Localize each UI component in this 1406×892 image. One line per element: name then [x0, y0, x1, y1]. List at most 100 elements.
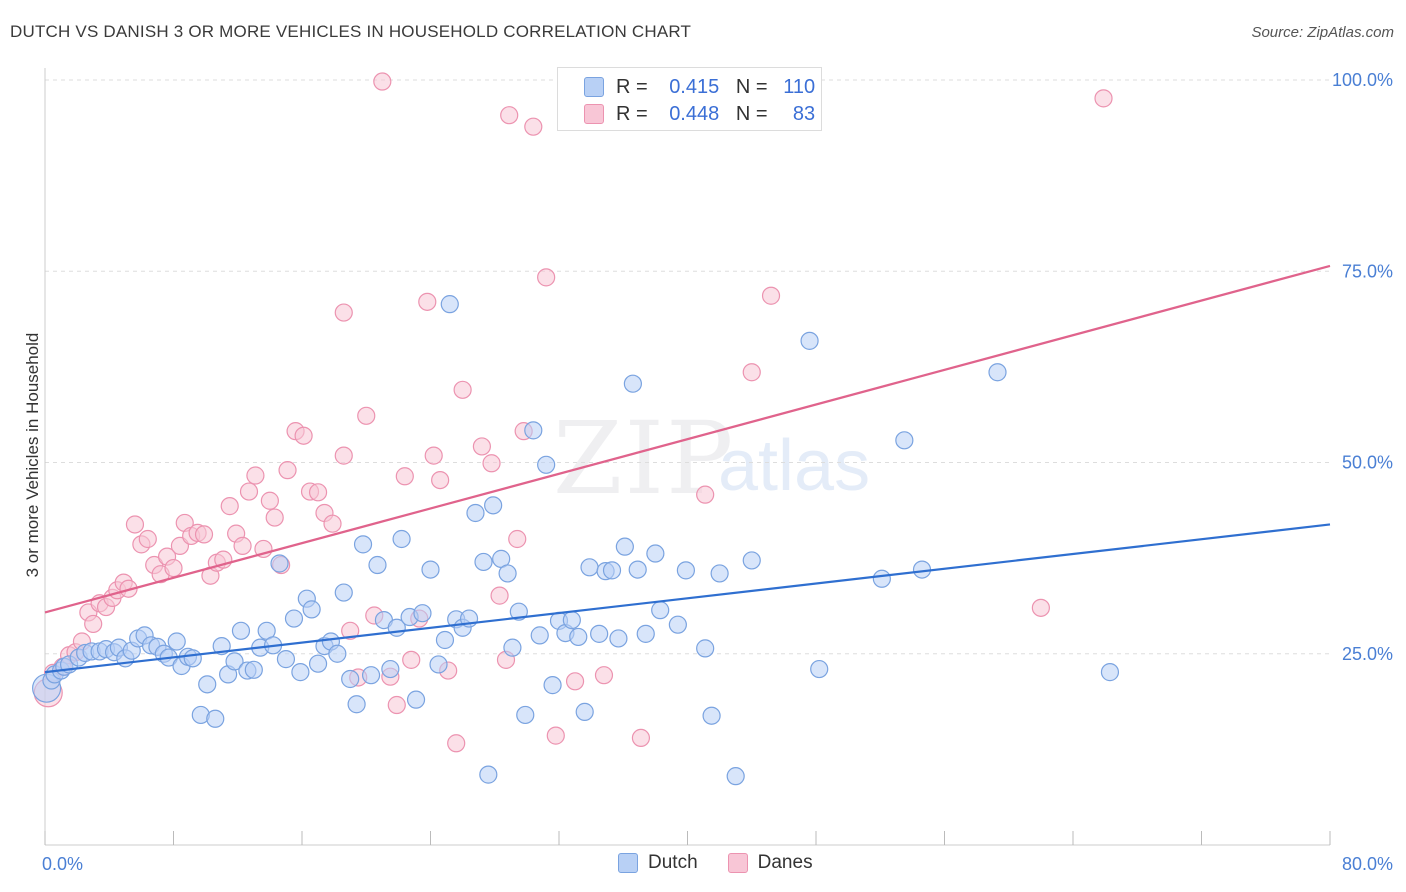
danes-point	[84, 614, 103, 634]
dutch-point	[440, 295, 459, 314]
danes-point	[239, 482, 259, 501]
danes-point	[334, 303, 353, 322]
dutch-point	[466, 503, 485, 523]
danes-point	[308, 483, 328, 502]
bottom-legend: Dutch Danes	[618, 852, 843, 874]
legend-r-value: 0.448	[669, 102, 720, 125]
dutch-point	[615, 537, 634, 556]
dutch-point	[628, 560, 647, 579]
dutch-swatch	[618, 853, 638, 873]
bottom-legend-dutch: Dutch	[618, 852, 698, 874]
danes-point	[357, 406, 376, 425]
dutch-point	[167, 632, 186, 651]
legend-r-value: 0.415	[669, 75, 720, 98]
dutch-point	[334, 583, 353, 602]
danes-point	[500, 106, 519, 125]
dutch-point	[361, 666, 381, 685]
danes-point	[431, 470, 450, 490]
danes-point	[233, 536, 252, 555]
dutch-point	[872, 569, 891, 588]
bottom-legend-danes: Danes	[727, 852, 813, 874]
danes-point	[546, 726, 565, 745]
dutch-label: Dutch	[648, 852, 698, 873]
dutch-point	[392, 529, 411, 549]
x-tick-label: 0.0%	[42, 854, 83, 874]
legend-n-value: 110	[783, 75, 816, 98]
danes-point	[260, 491, 279, 510]
y-axis-label: 3 or more Vehicles in Household	[23, 333, 42, 578]
danes-point	[472, 437, 491, 456]
dutch-point	[810, 659, 829, 679]
danes-point	[594, 666, 614, 685]
danes-point	[424, 446, 443, 465]
x-tick-label: 80.0%	[1342, 854, 1393, 874]
legend-n-label: N =	[735, 75, 768, 98]
dutch-point	[381, 659, 400, 679]
danes-point	[387, 695, 406, 715]
dutch-point	[702, 706, 721, 725]
dutch-point	[623, 374, 642, 393]
danes-point	[537, 268, 556, 287]
dutch-point	[1100, 663, 1120, 682]
danes-point	[482, 454, 501, 473]
danes-point	[1094, 89, 1113, 108]
danes-point	[402, 650, 421, 669]
danes-point	[125, 515, 145, 534]
dutch-point	[676, 561, 695, 580]
legend-row-dutch: R = 0.415 N = 110	[584, 75, 815, 99]
dutch-point	[569, 627, 588, 647]
dutch-point	[800, 331, 819, 350]
dutch-point	[341, 669, 360, 689]
dutch-point	[421, 560, 440, 579]
dutch-point	[530, 626, 549, 645]
trend-lines	[44, 264, 1331, 674]
danes-swatch	[584, 104, 604, 124]
danes-point	[265, 508, 284, 527]
danes-point	[294, 426, 313, 445]
dutch-swatch	[584, 77, 604, 97]
dutch-point	[206, 709, 225, 728]
danes-point	[1031, 598, 1050, 617]
danes-point	[508, 529, 527, 549]
dutch-point	[484, 496, 503, 515]
danes-point	[164, 558, 183, 578]
dutch-point	[503, 638, 522, 657]
danes-point	[696, 485, 715, 504]
dutch-point	[368, 555, 387, 575]
y-tick-label: 75.0%	[1342, 261, 1393, 281]
dutch-trend-line	[44, 523, 1331, 674]
danes-point	[323, 514, 342, 533]
danes-point	[490, 586, 509, 605]
dutch-point	[225, 652, 244, 671]
dutch-point	[353, 535, 373, 554]
dutch-point	[413, 604, 432, 623]
dutch-point	[435, 630, 455, 650]
danes-point	[220, 497, 239, 516]
dutch-point	[710, 564, 729, 583]
legend-r-label: R =	[616, 75, 648, 98]
dutch-point	[543, 676, 562, 695]
y-tick-label: 100.0%	[1332, 70, 1393, 90]
danes-point	[341, 621, 360, 640]
dutch-point	[328, 644, 347, 663]
dutch-point	[183, 649, 202, 668]
dutch-point	[575, 702, 594, 721]
y-tick-label: 25.0%	[1342, 644, 1393, 664]
source-label: Source: ZipAtlas.com	[1251, 24, 1394, 41]
dutch-point	[270, 554, 289, 573]
dutch-point	[429, 655, 448, 674]
dutch-point	[537, 455, 556, 474]
danes-point	[334, 446, 353, 465]
dutch-point	[646, 544, 665, 563]
danes-point	[742, 363, 761, 382]
danes-point	[565, 672, 585, 691]
danes-point	[631, 728, 651, 748]
danes-point	[761, 286, 781, 305]
dutch-point	[198, 675, 217, 694]
danes-label: Danes	[757, 852, 813, 873]
axes	[44, 68, 1331, 846]
dutch-point	[562, 610, 581, 630]
dutch-point	[498, 564, 517, 583]
watermark-atlas: atlas	[718, 426, 871, 506]
dutch-point	[284, 609, 304, 628]
